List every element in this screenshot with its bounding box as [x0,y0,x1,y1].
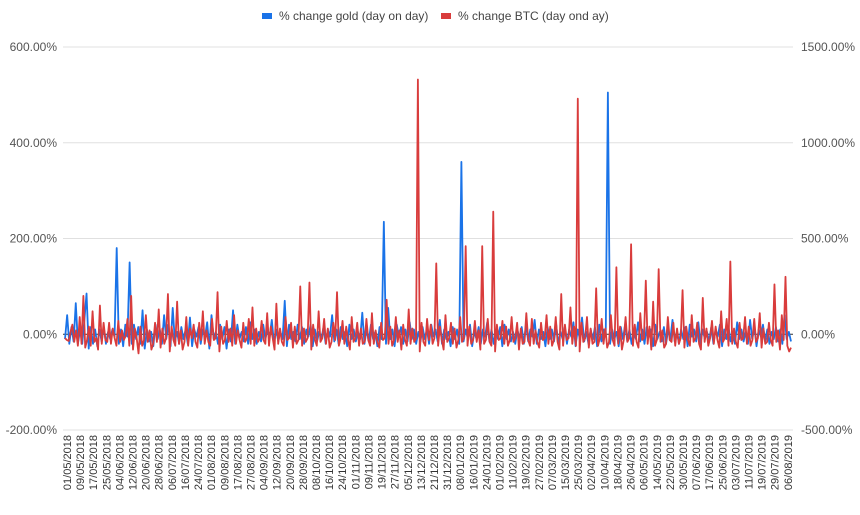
y-left-tick-label: 200.00% [10,232,58,246]
x-tick-label: 16/07/2018 [180,435,192,490]
y-left-tick-label: 600.00% [10,40,58,54]
x-tick-label: 16/10/2018 [324,435,336,490]
x-tick-label: 05/12/2018 [403,435,415,490]
x-tick-label: 19/07/2019 [757,435,769,490]
y-left-axis: -200.00% 0.00% 200.00% 400.00% 600.00% [6,40,58,437]
y-left-tick-label: 0.00% [23,327,57,341]
x-tick-label: 17/06/2019 [704,435,716,490]
plot-area [64,78,792,355]
gridlines [63,46,793,431]
x-tick-label: 27/08/2018 [245,435,257,490]
x-tick-label: 12/09/2018 [272,435,284,490]
x-tick-label: 28/06/2018 [154,435,166,490]
x-tick-label: 20/06/2018 [141,435,153,490]
x-tick-label: 15/03/2019 [560,435,572,490]
x-tick-label: 25/06/2019 [717,435,729,490]
x-tick-label: 04/09/2018 [259,435,271,490]
x-tick-label: 26/04/2019 [626,435,638,490]
x-tick-label: 17/05/2018 [88,435,100,490]
x-tick-label: 28/09/2018 [298,435,310,490]
x-tick-label: 14/05/2019 [652,435,664,490]
x-tick-label: 13/12/2018 [416,435,428,490]
y-right-tick-label: 1000.00% [801,136,855,150]
x-tick-label: 11/02/2019 [508,435,520,489]
x-tick-label: 01/08/2018 [206,435,218,490]
x-tick-label: 02/04/2019 [586,435,598,490]
x-tick-label: 09/08/2018 [219,435,231,490]
x-tick-label: 08/01/2019 [455,435,467,490]
x-tick-label: 17/08/2018 [232,435,244,490]
y-right-tick-label: 1500.00% [801,40,855,54]
btc-series-line [64,78,792,355]
x-tick-label: 06/05/2019 [639,435,651,490]
x-tick-label: 18/04/2019 [612,435,624,490]
x-tick-label: 25/05/2018 [101,435,113,490]
x-tick-label: 22/05/2019 [665,435,677,490]
x-tick-label: 24/01/2019 [481,435,493,490]
x-tick-label: 27/11/2018 [390,435,402,489]
x-tick-label: 12/06/2018 [128,435,140,490]
legend-swatch [262,13,272,19]
y-left-tick-label: -200.00% [6,423,58,437]
x-tick-label: 07/06/2019 [691,435,703,490]
x-tick-label: 09/05/2018 [75,435,87,490]
x-tick-label: 24/07/2018 [193,435,205,490]
y-right-tick-label: -500.00% [801,423,853,437]
x-tick-label: 06/08/2019 [783,435,795,490]
legend-label: % change BTC (day ond ay) [458,9,609,23]
x-tick-label: 04/06/2018 [114,435,126,490]
legend-swatch [441,13,451,19]
y-left-tick-label: 400.00% [10,136,58,150]
x-tick-label: 10/04/2019 [599,435,611,490]
x-tick-label: 01/02/2019 [494,435,506,490]
x-tick-label: 25/03/2019 [573,435,585,490]
x-tick-label: 21/12/2018 [429,435,441,490]
x-tick-label: 30/05/2019 [678,435,690,490]
x-tick-label: 03/07/2019 [730,435,742,490]
x-tick-label: 01/05/2018 [62,435,74,490]
y-right-axis: -500.00% 0.00% 500.00% 1000.00% 1500.00% [801,40,855,437]
x-tick-label: 16/01/2019 [468,435,480,490]
x-tick-label: 31/12/2018 [442,435,454,490]
x-tick-label: 07/03/2019 [547,435,559,490]
x-tick-label: 27/02/2019 [534,435,546,490]
x-tick-label: 29/07/2019 [770,435,782,490]
x-tick-label: 19/02/2019 [521,435,533,490]
x-tick-label: 01/11/2018 [350,435,362,489]
x-tick-label: 20/09/2018 [285,435,297,490]
x-tick-label: 08/10/2018 [311,435,323,490]
x-tick-label: 24/10/2018 [337,435,349,490]
x-tick-label: 09/11/2018 [363,435,375,489]
y-right-tick-label: 0.00% [801,327,835,341]
legend-label: % change gold (day on day) [279,9,428,23]
x-tick-label: 19/11/2018 [377,435,389,489]
x-tick-label: 11/07/2019 [744,435,756,489]
x-axis: 01/05/2018 09/05/2018 17/05/2018 25/05/2018… [62,435,795,490]
y-right-tick-label: 500.00% [801,232,849,246]
x-tick-label: 06/07/2018 [167,435,179,490]
legend: % change gold (day on day) % change BTC (… [262,9,609,23]
